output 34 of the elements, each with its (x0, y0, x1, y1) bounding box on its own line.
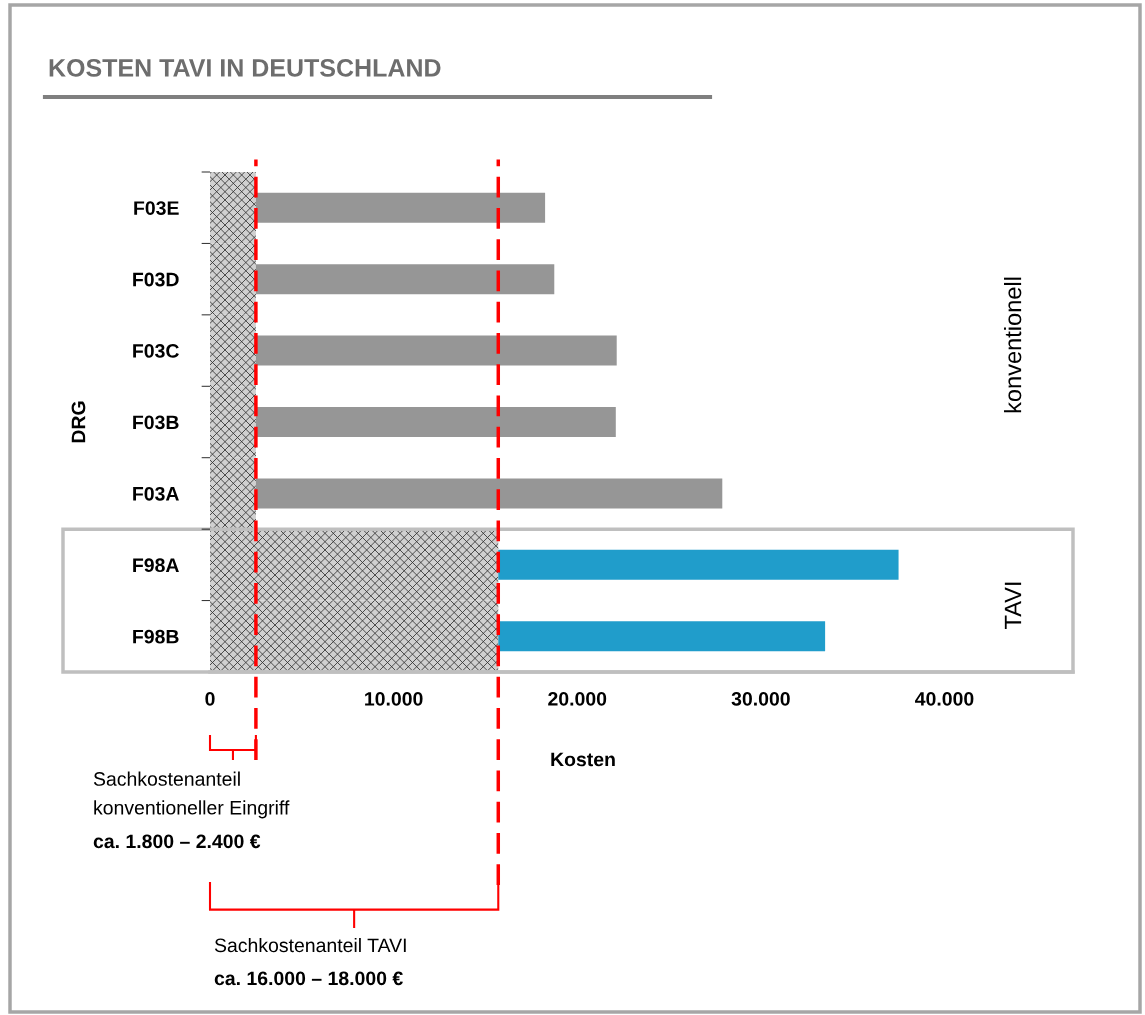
y-tick-label: F03B (133, 415, 179, 430)
y-tick-label: F03C (133, 344, 179, 358)
bar (210, 314, 256, 387)
x-tick-label: 30.000 (731, 691, 790, 706)
x-tick-label: 40.000 (915, 691, 974, 706)
y-axis-title: DRG (71, 401, 86, 443)
y-tick-label: F98A (133, 558, 179, 573)
x-tick-label: 20.000 (548, 691, 607, 706)
x-tick-label: 10.000 (365, 691, 423, 706)
y-tick-label: F03D (133, 272, 179, 287)
text: Sachkostenanteil TAVI (214, 937, 406, 953)
bar (210, 243, 256, 315)
chart-title: KOSTEN TAVI IN DEUTSCHLAND (49, 59, 441, 77)
bar (498, 549, 899, 580)
text: ca. 1.800 – 2.400 € (93, 834, 261, 849)
bar (255, 407, 616, 437)
y-tick-label: F98B (133, 629, 179, 644)
bar (210, 457, 256, 530)
bar (210, 386, 256, 458)
bar (210, 172, 256, 244)
bar (210, 600, 499, 672)
bar (255, 192, 546, 223)
text: ca. 16.000 – 18.000 € (214, 971, 403, 986)
bar (498, 621, 826, 652)
bar (210, 529, 499, 601)
y-tick-label: F03E (134, 201, 179, 215)
annotation: TAVI (1004, 582, 1022, 629)
bar (255, 478, 723, 509)
y-tick-label: F03A (133, 486, 179, 501)
x-tick-label: 0 (205, 691, 215, 706)
bar (255, 335, 617, 366)
annotation: konventionell (1003, 277, 1022, 413)
bar (255, 264, 555, 295)
x-axis-title: Kosten (551, 752, 615, 767)
